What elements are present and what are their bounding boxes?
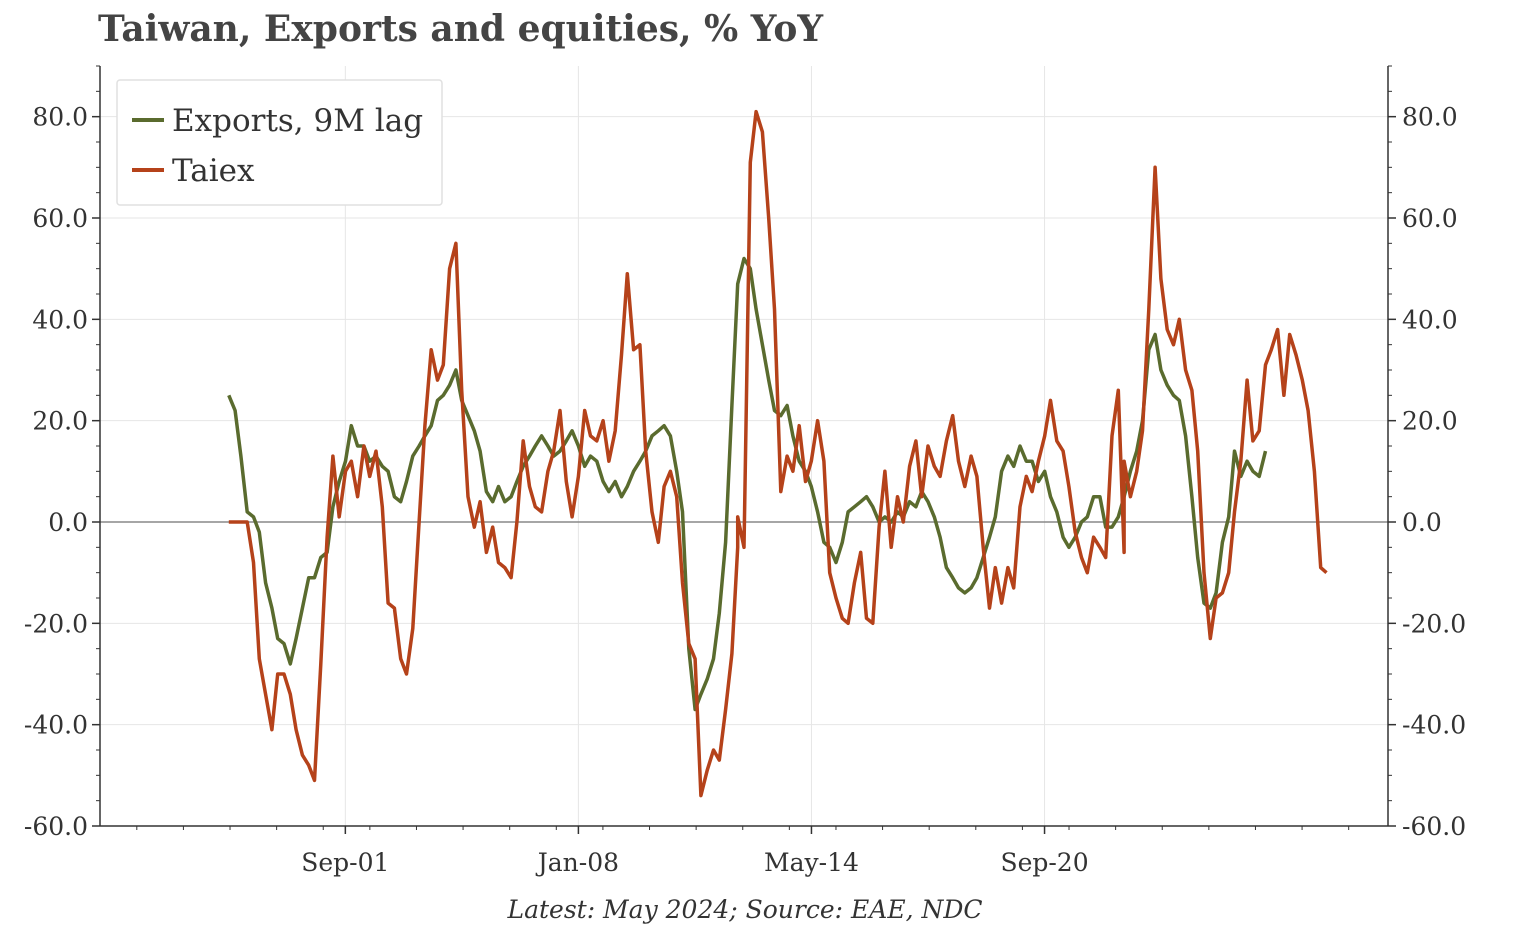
y-tick-label-right: 60.0 [1402,204,1458,233]
y-tick-label-right: -20.0 [1402,609,1466,638]
x-tick-label: May-14 [764,848,859,877]
y-tick-label-right: 80.0 [1402,103,1458,132]
x-tick-label: Sep-01 [301,848,389,877]
y-tick-label-left: 40.0 [32,305,88,334]
legend-box [116,79,443,206]
legend: Exports, 9M lag Taiex [116,79,443,206]
legend-label-exports: Exports, 9M lag [172,103,423,139]
y-tick-label-right: 40.0 [1402,305,1458,334]
x-tick-label: Jan-08 [535,848,619,877]
y-tick-label-left: 20.0 [32,407,88,436]
y-tick-label-left: -40.0 [24,711,88,740]
y-tick-label-right: 0.0 [1402,508,1442,537]
chart-footer: Latest: May 2024; Source: EAE, NDC [507,895,983,924]
series-layer [227,109,1328,798]
y-tick-label-right: 20.0 [1402,407,1458,436]
legend-label-taiex: Taiex [172,153,255,189]
y-tick-label-left: 60.0 [32,204,88,233]
y-tick-label-right: -60.0 [1402,812,1466,841]
y-tick-label-left: -60.0 [24,812,88,841]
y-tick-label-left: 0.0 [48,508,88,537]
series-line-taiex [228,109,1328,798]
y-tick-label-right: -40.0 [1402,711,1466,740]
y-tick-label-left: 80.0 [32,103,88,132]
axis-layer: 80.0 80.0 60.0 60.0 40.0 40.0 20.0 20.0 0.0 0.0 -2… [24,65,1466,877]
y-tick-label-left: -20.0 [24,609,88,638]
x-tick-label: Sep-20 [1000,848,1088,877]
chart-title: Taiwan, Exports and equities, % YoY [98,8,824,50]
